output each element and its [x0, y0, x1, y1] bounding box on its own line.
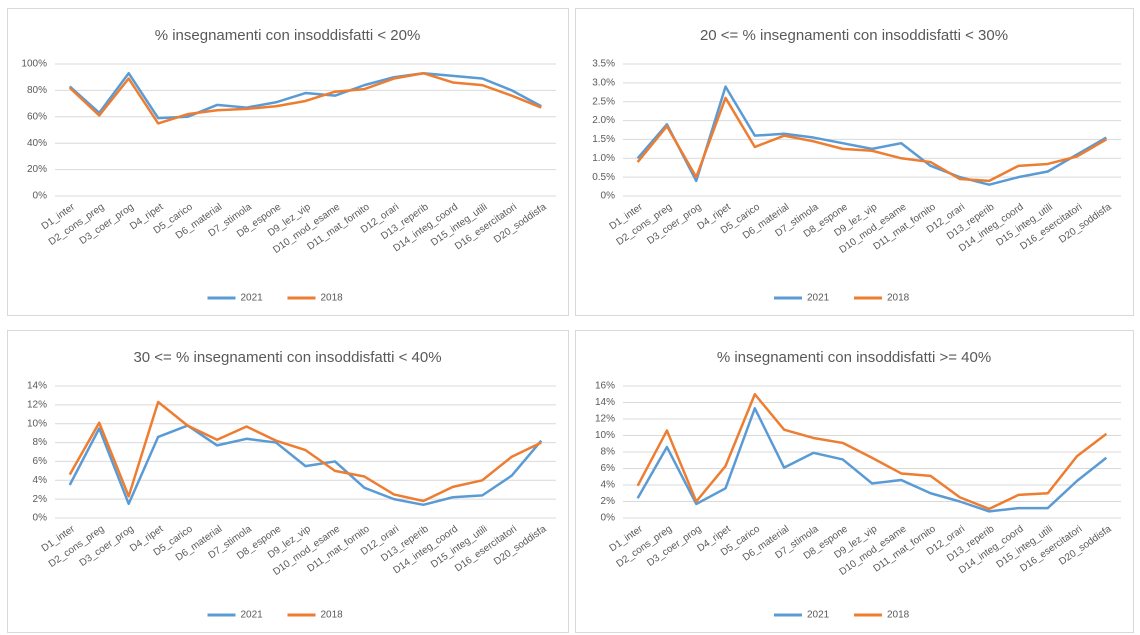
legend-label: 2018: [887, 610, 910, 621]
y-tick-label: 2.0%: [592, 115, 615, 126]
y-tick-label: 100%: [21, 59, 47, 70]
panel-frame: [575, 330, 1134, 633]
chart-title: % insegnamenti con insoddisfatti >= 40%: [717, 349, 991, 366]
data-line: [68, 400, 542, 503]
panel-frame: [7, 8, 569, 316]
y-tick-label: 6%: [33, 456, 48, 467]
data-line: [68, 424, 543, 507]
chart-title: % insegnamenti con insoddisfatti < 20%: [155, 27, 421, 44]
y-tick-label: 12%: [595, 414, 615, 425]
y-tick-label: 20%: [27, 164, 47, 175]
chart-title: 20 <= % insegnamenti con insoddisfatti <…: [700, 27, 1008, 44]
y-tick-label: 16%: [595, 381, 615, 392]
y-tick-label: 2%: [601, 496, 616, 507]
y-tick-label: 8%: [33, 437, 48, 448]
y-tick-label: 4%: [33, 475, 48, 486]
y-tick-label: 10%: [595, 430, 615, 441]
chart-title: 30 <= % insegnamenti con insoddisfatti <…: [133, 349, 441, 366]
data-line: [636, 407, 1108, 513]
y-tick-label: 2.5%: [592, 96, 615, 107]
y-tick-label: 4%: [601, 480, 616, 491]
legend-label: 2021: [241, 610, 264, 621]
legend-label: 2018: [321, 610, 344, 621]
data-line: [636, 393, 1108, 511]
y-tick-label: 3.5%: [592, 59, 615, 70]
data-line: [636, 85, 1107, 186]
y-tick-label: 60%: [27, 111, 47, 122]
y-tick-label: 14%: [27, 381, 47, 392]
y-tick-label: 0%: [33, 191, 48, 202]
y-tick-label: 40%: [27, 138, 47, 149]
y-tick-label: 0.5%: [592, 172, 615, 183]
y-tick-label: 14%: [595, 397, 615, 408]
y-tick-label: 0%: [601, 513, 616, 524]
y-tick-label: 8%: [601, 447, 616, 458]
legend-label: 2018: [887, 293, 910, 304]
legend-label: 2021: [241, 293, 264, 304]
legend-label: 2018: [321, 293, 344, 304]
y-tick-label: 10%: [27, 418, 47, 429]
y-tick-label: 0%: [33, 513, 48, 524]
y-tick-label: 12%: [27, 399, 47, 410]
data-line: [68, 71, 542, 125]
legend-label: 2021: [807, 610, 830, 621]
y-tick-label: 0%: [601, 191, 616, 202]
y-tick-label: 1.5%: [592, 134, 615, 145]
data-line: [636, 96, 1107, 183]
chart-panel: % insegnamenti con insoddisfatti >= 40% 0…: [575, 330, 1134, 633]
panel-frame: [575, 8, 1134, 316]
panel-frame: [7, 330, 569, 633]
chart-panel: % insegnamenti con insoddisfatti < 20% 0%…: [7, 8, 569, 316]
chart-panel: 20 <= % insegnamenti con insoddisfatti <…: [575, 8, 1134, 316]
y-tick-label: 2%: [33, 494, 48, 505]
data-line: [68, 71, 542, 120]
y-tick-label: 1.0%: [592, 153, 615, 164]
chart-panel: 30 <= % insegnamenti con insoddisfatti <…: [7, 330, 569, 633]
y-tick-label: 80%: [27, 85, 47, 96]
y-tick-label: 3.0%: [592, 77, 615, 88]
legend-label: 2021: [807, 293, 830, 304]
y-tick-label: 6%: [601, 463, 616, 474]
